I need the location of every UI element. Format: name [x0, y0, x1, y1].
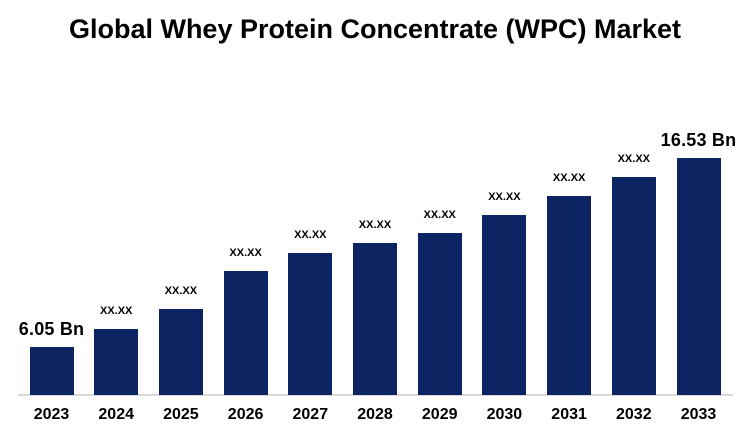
x-axis-label-2030: 2030	[486, 406, 523, 423]
bar-2024	[94, 329, 139, 395]
bar-value-label-2023: 6.05 Bn	[18, 319, 85, 339]
x-axis-label-2026: 2026	[227, 406, 264, 423]
bar-2032	[611, 177, 656, 395]
bar-value-label-2032: XX.XX	[617, 153, 650, 165]
x-axis-label-2032: 2032	[616, 406, 652, 423]
bar-2027	[288, 253, 333, 395]
bar-2026	[223, 271, 268, 395]
bar-value-label-2024: XX.XX	[99, 305, 133, 317]
x-axis-label-2024: 2024	[98, 406, 134, 423]
x-axis-label-2033: 2033	[680, 406, 717, 423]
bar-2025	[158, 309, 203, 395]
bar-value-label-2025: XX.XX	[164, 285, 198, 297]
bar-value-label-2033: 16.53 Bn	[660, 130, 737, 150]
bar-value-label-2027: XX.XX	[294, 229, 327, 241]
bar-value-label-2029: XX.XX	[423, 209, 456, 221]
bar-2023	[29, 347, 74, 395]
x-axis-label-2025: 2025	[163, 406, 199, 423]
bar-2033	[676, 158, 721, 395]
bar-value-label-2031: XX.XX	[552, 172, 586, 184]
bar-2030	[482, 215, 527, 395]
bar-value-label-2030: XX.XX	[488, 191, 521, 203]
bar-2031	[547, 196, 592, 395]
bar-value-label-2026: XX.XX	[229, 247, 262, 259]
x-axis-line	[18, 394, 733, 396]
x-axis-label-2027: 2027	[292, 406, 329, 423]
bar-value-label-2028: XX.XX	[358, 219, 392, 231]
bar-2028	[353, 243, 397, 395]
x-axis-label-2029: 2029	[421, 406, 458, 423]
chart-title: Global Whey Protein Concentrate (WPC) Ma…	[68, 14, 682, 44]
bar-2029	[417, 233, 462, 395]
x-axis-label-2031: 2031	[551, 406, 587, 423]
x-axis-label-2023: 2023	[33, 406, 70, 423]
x-axis-label-2028: 2028	[357, 406, 393, 423]
